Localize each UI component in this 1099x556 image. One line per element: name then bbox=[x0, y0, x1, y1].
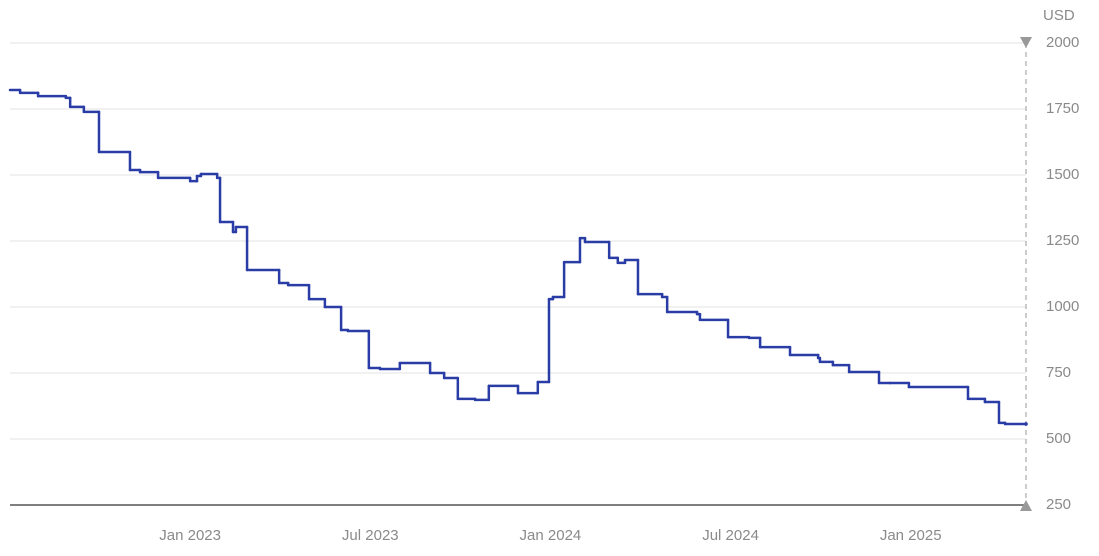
y-tick-label: 750 bbox=[1046, 364, 1071, 381]
y-tick-label: 1250 bbox=[1046, 232, 1079, 249]
y-tick-label: 1750 bbox=[1046, 100, 1079, 117]
x-tick-label: Jan 2023 bbox=[159, 527, 221, 544]
y-tick-label: 250 bbox=[1046, 496, 1071, 513]
axis-arrow bbox=[1020, 37, 1032, 48]
end-point bbox=[1024, 422, 1028, 426]
x-tick-label: Jan 2025 bbox=[880, 527, 942, 544]
x-tick-label: Jan 2024 bbox=[520, 527, 582, 544]
y-tick-label: 500 bbox=[1046, 430, 1071, 447]
y-tick-label: 1500 bbox=[1046, 166, 1079, 183]
unit-label: USD bbox=[1043, 7, 1075, 24]
axis-arrow bbox=[1020, 500, 1032, 511]
x-tick-label: Jul 2024 bbox=[702, 527, 759, 544]
y-tick-label: 2000 bbox=[1046, 34, 1079, 51]
x-tick-label: Jul 2023 bbox=[342, 527, 399, 544]
y-tick-label: 1000 bbox=[1046, 298, 1079, 315]
